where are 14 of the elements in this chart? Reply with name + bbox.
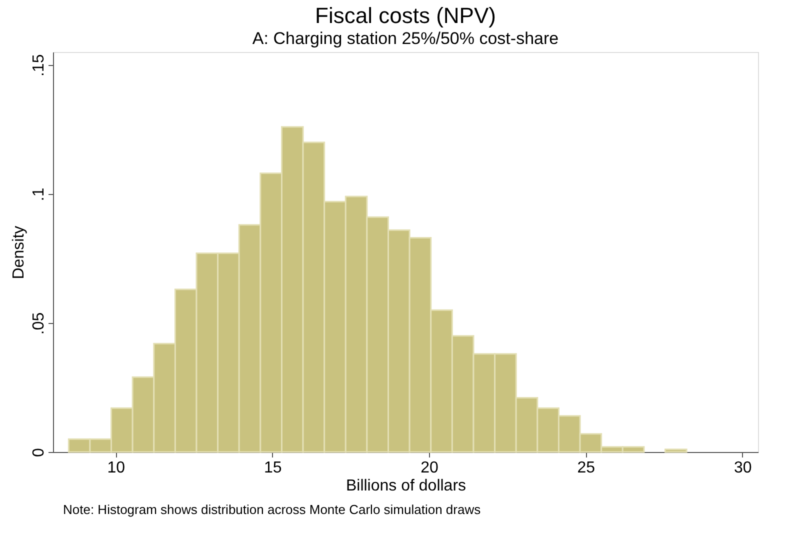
- text: Note: Histogram shows distribution across Monte Carlo simulation draws: [63, 502, 482, 517]
- y-tick-label: .1: [30, 188, 48, 202]
- x-tick-label: 30: [734, 460, 752, 476]
- y-tick-label: .05: [30, 312, 48, 335]
- chart-subtitle: A: Charging station 25%/50% cost-share: [252, 29, 559, 48]
- chart-title: Fiscal costs (NPV): [315, 3, 496, 28]
- y-tick-label: .15: [30, 54, 48, 77]
- y-axis-title: Density: [10, 226, 28, 280]
- x-tick-label: 25: [577, 460, 596, 476]
- x-axis-title: Billions of dollars: [346, 478, 466, 494]
- y-tick-label: 0: [30, 448, 48, 457]
- x-tick-label: 10: [107, 460, 126, 476]
- x-tick-label: 15: [264, 460, 282, 476]
- x-tick-label: 20: [420, 460, 438, 476]
